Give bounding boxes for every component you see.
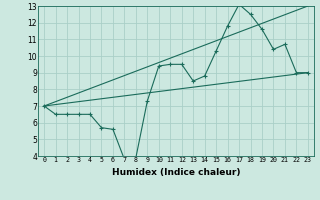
X-axis label: Humidex (Indice chaleur): Humidex (Indice chaleur) [112, 168, 240, 177]
